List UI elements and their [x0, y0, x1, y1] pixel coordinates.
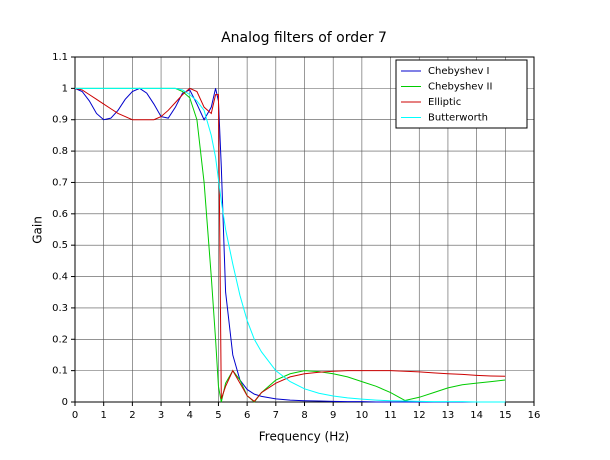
y-tick-label: 0 [62, 397, 68, 408]
x-axis-label: Frequency (Hz) [259, 430, 350, 444]
y-tick-label: 0.4 [52, 272, 68, 283]
x-tick-label: 13 [442, 410, 455, 421]
x-tick-label: 6 [244, 410, 250, 421]
x-tick-label: 7 [273, 410, 279, 421]
y-tick-label: 0.8 [52, 146, 68, 157]
y-tick-label: 0.1 [52, 366, 68, 377]
legend-label: Chebyshev II [428, 82, 492, 93]
y-tick-label: 0.3 [52, 303, 68, 314]
x-tick-label: 4 [187, 410, 193, 421]
y-axis-label: Gain [31, 216, 45, 244]
x-tick-label: 1 [101, 410, 107, 421]
x-tick-label: 11 [384, 410, 397, 421]
legend-label: Chebyshev I [428, 66, 489, 77]
x-tick-label: 3 [158, 410, 164, 421]
x-tick-label: 9 [330, 410, 336, 421]
x-tick-label: 14 [470, 410, 483, 421]
y-tick-label: 1 [62, 83, 68, 94]
y-tick-label: 1.1 [52, 52, 68, 63]
x-tick-label: 5 [215, 410, 221, 421]
y-tick-label: 0.7 [52, 177, 68, 188]
x-tick-label: 2 [129, 410, 135, 421]
y-tick-label: 0.6 [52, 209, 68, 220]
plot-frame [74, 56, 535, 403]
legend-label: Elliptic [428, 97, 461, 108]
y-tick-label: 0.5 [52, 240, 68, 251]
series-line [74, 87, 506, 403]
x-tick-label: 15 [499, 410, 512, 421]
chart-title: Analog filters of order 7 [221, 30, 387, 46]
series-line [75, 87, 506, 403]
x-tick-label: 16 [528, 410, 541, 421]
x-tick-label: 8 [301, 410, 307, 421]
x-tick-label: 0 [72, 410, 78, 421]
y-tick-label: 0.9 [52, 115, 68, 126]
x-tick-label: 10 [356, 410, 369, 421]
x-tick-label: 12 [413, 410, 426, 421]
y-tick-label: 0.2 [52, 334, 68, 345]
legend-label: Butterworth [428, 113, 488, 124]
series-line [74, 87, 506, 403]
